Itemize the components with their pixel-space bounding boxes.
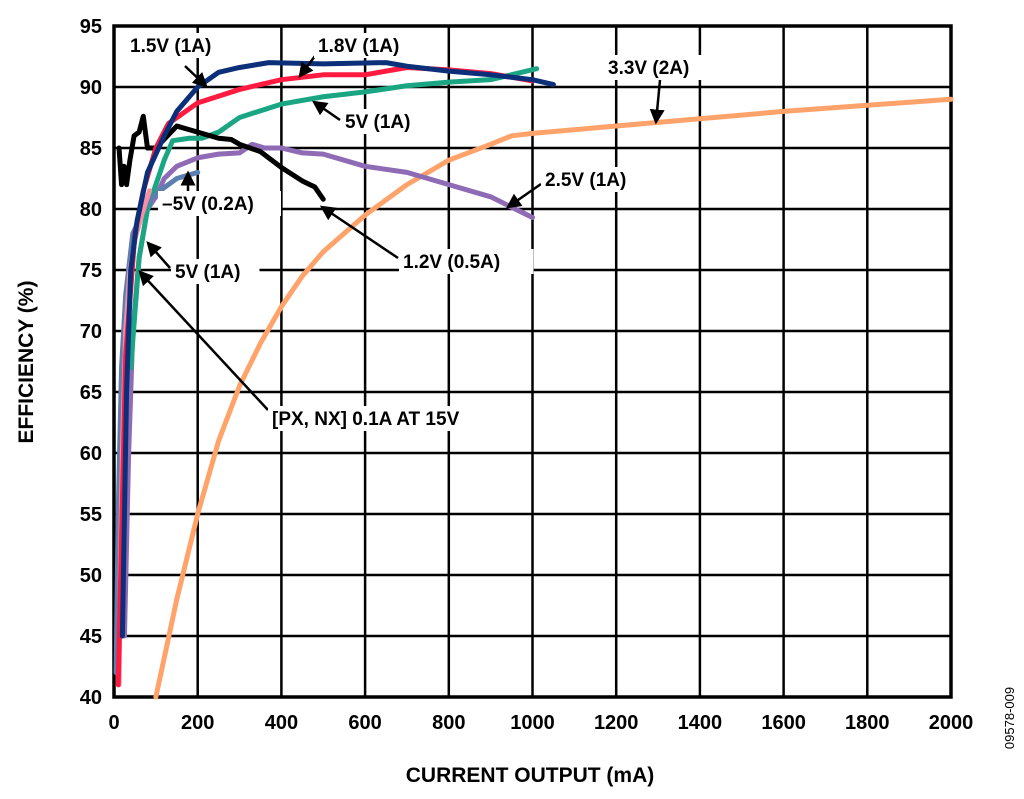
plot-frame: [112, 24, 953, 699]
y-tick-label: 55: [80, 504, 102, 526]
annotation-label: –5V (0.2A): [162, 194, 254, 215]
y-tick-label: 70: [80, 321, 102, 343]
x-axis-label: CURRENT OUTPUT (mA): [406, 764, 654, 787]
x-tick-label: 200: [181, 712, 214, 734]
figure-id: 09578-009: [1002, 687, 1017, 749]
y-axis-label: EFFICIENCY (%): [15, 281, 38, 444]
x-tick-label: 1600: [761, 712, 806, 734]
annotation-arrow: [319, 205, 399, 260]
x-tick-label: 800: [432, 712, 465, 734]
annotation-label-bg: [171, 259, 260, 284]
annotation-label-bg: [541, 167, 653, 192]
annotation-arrow: [505, 182, 542, 209]
annotation-label: 1.5V (1A): [130, 36, 211, 57]
annotation-label: 1.8V (1A): [318, 36, 399, 57]
x-tick-label: 1000: [510, 712, 555, 734]
grid: [112, 24, 953, 699]
annotation-arrow: [311, 100, 341, 122]
y-tick-label: 80: [80, 199, 102, 221]
y-tick-label: 60: [80, 443, 102, 465]
annotation-label-bg: [126, 33, 238, 58]
annotation-label-bg: [341, 109, 430, 134]
annotation-arrow: [184, 65, 208, 88]
annotation-label: [PX, NX] 0.1A AT 15V: [272, 409, 460, 430]
y-tick-label: 40: [80, 687, 102, 709]
annotation-label-bg: [399, 249, 534, 274]
series-line: [119, 60, 556, 639]
annotations: 1.5V (1A) 1.8V (1A) 5V (1A) 3.3V (2A) 2.5V (…: [126, 33, 716, 431]
x-tick-label: 400: [265, 712, 298, 734]
y-tick-label: 95: [80, 16, 102, 38]
y-tick-label: 85: [80, 138, 102, 160]
annotation-arrow: [146, 241, 171, 269]
x-tick-label: 1200: [594, 712, 639, 734]
y-tick-label: 65: [80, 382, 102, 404]
series-lines: [113, 60, 954, 700]
x-tick-label: 1800: [845, 712, 890, 734]
x-tick-label: 2000: [929, 712, 974, 734]
annotation-label: 2.5V (1A): [545, 170, 626, 191]
annotation-label: 3.3V (2A): [608, 58, 689, 79]
tick-labels: 0 200 400 600 800 1000 1200 1400 1600 1800 2000 40 4…: [80, 16, 974, 734]
annotation-label-bg: [314, 33, 426, 58]
annotation-label: 5V (1A): [175, 262, 240, 283]
x-tick-label: 0: [108, 712, 119, 734]
series-line: [128, 66, 540, 371]
annotation-arrow: [649, 79, 665, 125]
annotation-label-bg: [268, 406, 506, 431]
y-tick-label: 45: [80, 626, 102, 648]
annotation-label: 1.2V (0.5A): [403, 252, 500, 273]
y-tick-label: 75: [80, 260, 102, 282]
annotation-label-bg: [604, 55, 716, 80]
x-tick-label: 600: [348, 712, 381, 734]
annotation-label-bg: [158, 191, 281, 216]
series-line: [153, 96, 954, 700]
annotation-label: 5V (1A): [345, 112, 410, 133]
y-tick-label: 90: [80, 77, 102, 99]
x-tick-label: 1400: [678, 712, 723, 734]
y-tick-label: 50: [80, 565, 102, 587]
annotation-arrow: [138, 270, 269, 411]
